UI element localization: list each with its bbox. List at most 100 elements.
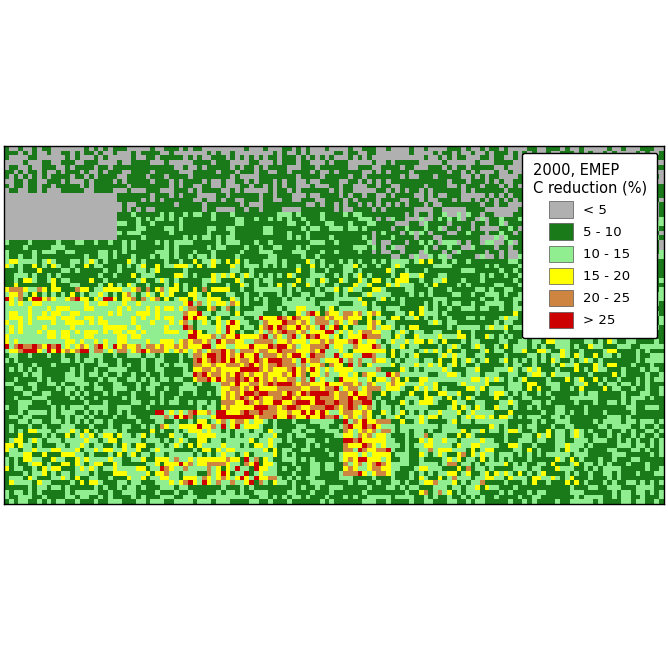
Bar bbox=[282, 193, 287, 198]
Bar bbox=[565, 353, 570, 358]
Bar bbox=[400, 203, 405, 207]
Bar bbox=[391, 490, 395, 495]
Bar bbox=[112, 287, 118, 292]
Bar bbox=[550, 410, 556, 415]
Bar bbox=[263, 174, 268, 179]
Bar bbox=[155, 396, 160, 400]
Bar bbox=[504, 386, 508, 391]
Bar bbox=[259, 254, 263, 259]
Bar bbox=[178, 212, 183, 216]
Bar bbox=[273, 226, 277, 231]
Bar bbox=[235, 254, 240, 259]
Bar bbox=[197, 231, 202, 235]
Bar bbox=[18, 207, 23, 212]
Bar bbox=[598, 254, 603, 259]
Bar bbox=[438, 155, 442, 160]
Bar bbox=[301, 193, 306, 198]
Bar bbox=[118, 231, 122, 235]
Bar bbox=[287, 278, 292, 283]
Bar bbox=[230, 216, 235, 222]
Bar bbox=[466, 302, 471, 306]
Bar bbox=[155, 447, 160, 452]
Bar bbox=[178, 348, 183, 353]
Bar bbox=[75, 438, 79, 443]
Bar bbox=[329, 316, 334, 320]
Bar bbox=[42, 155, 47, 160]
Bar bbox=[254, 250, 259, 254]
Bar bbox=[405, 499, 409, 504]
Bar bbox=[626, 268, 631, 273]
Bar bbox=[273, 334, 277, 339]
Bar bbox=[367, 480, 371, 485]
Bar bbox=[301, 466, 306, 471]
Bar bbox=[565, 245, 570, 250]
Bar bbox=[635, 452, 640, 457]
Bar bbox=[132, 240, 136, 245]
Bar bbox=[254, 146, 259, 151]
Bar bbox=[37, 372, 42, 377]
Bar bbox=[132, 193, 136, 198]
Bar bbox=[386, 353, 391, 358]
Bar bbox=[65, 170, 70, 174]
Bar bbox=[659, 222, 664, 226]
Bar bbox=[37, 466, 42, 471]
Bar bbox=[438, 278, 442, 283]
Bar bbox=[282, 231, 287, 235]
Bar bbox=[405, 155, 409, 160]
Bar bbox=[621, 226, 626, 231]
Bar bbox=[617, 400, 621, 405]
Bar bbox=[325, 462, 329, 466]
Bar bbox=[513, 207, 518, 212]
Bar bbox=[155, 490, 160, 495]
Bar bbox=[42, 226, 47, 231]
Bar bbox=[480, 283, 485, 287]
Bar bbox=[33, 434, 37, 438]
Bar bbox=[550, 292, 556, 297]
Bar bbox=[442, 207, 447, 212]
Bar bbox=[522, 165, 527, 170]
Bar bbox=[207, 490, 212, 495]
Bar bbox=[480, 268, 485, 273]
Bar bbox=[357, 259, 362, 264]
Bar bbox=[297, 466, 301, 471]
Bar bbox=[414, 452, 419, 457]
Bar bbox=[98, 325, 103, 330]
Bar bbox=[565, 250, 570, 254]
Bar bbox=[197, 259, 202, 264]
Bar bbox=[240, 302, 244, 306]
Bar bbox=[386, 391, 391, 396]
Bar bbox=[659, 306, 664, 311]
Bar bbox=[282, 165, 287, 170]
Bar bbox=[400, 457, 405, 462]
Bar bbox=[452, 415, 456, 419]
Bar bbox=[471, 302, 476, 306]
Bar bbox=[155, 466, 160, 471]
Bar bbox=[428, 226, 433, 231]
Bar bbox=[371, 438, 376, 443]
Bar bbox=[494, 184, 499, 188]
Bar bbox=[42, 207, 47, 212]
Bar bbox=[546, 415, 550, 419]
Bar bbox=[94, 235, 98, 240]
Bar bbox=[249, 443, 254, 447]
Bar bbox=[405, 339, 409, 344]
Bar bbox=[164, 443, 169, 447]
Bar bbox=[607, 259, 612, 264]
Bar bbox=[94, 297, 98, 302]
Bar bbox=[136, 250, 141, 254]
Bar bbox=[532, 457, 536, 462]
Bar bbox=[216, 264, 221, 268]
Bar bbox=[334, 320, 339, 325]
Bar bbox=[146, 396, 150, 400]
Bar bbox=[513, 382, 518, 386]
Bar bbox=[216, 452, 221, 457]
Bar bbox=[348, 476, 353, 480]
Bar bbox=[343, 344, 348, 348]
Bar bbox=[202, 222, 207, 226]
Bar bbox=[141, 203, 146, 207]
Bar bbox=[476, 358, 480, 363]
Bar bbox=[183, 320, 188, 325]
Bar bbox=[607, 311, 612, 316]
Bar bbox=[480, 287, 485, 292]
Bar bbox=[277, 174, 282, 179]
